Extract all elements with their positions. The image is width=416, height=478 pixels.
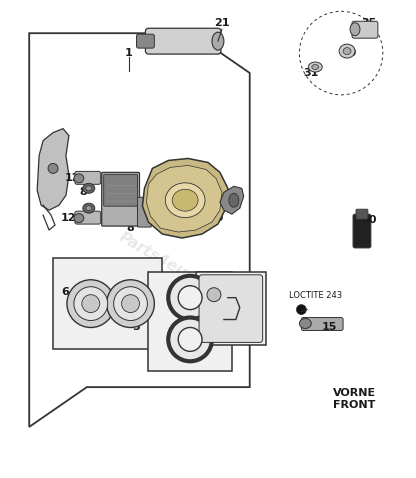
Ellipse shape	[229, 193, 239, 207]
Text: 31: 31	[304, 68, 319, 78]
Bar	[149, 272, 232, 371]
Text: VORNE
FRONT: VORNE FRONT	[332, 388, 376, 410]
FancyBboxPatch shape	[199, 275, 262, 342]
Ellipse shape	[339, 44, 355, 58]
Ellipse shape	[212, 32, 224, 50]
Circle shape	[74, 287, 108, 321]
Text: 60: 60	[361, 215, 376, 225]
Ellipse shape	[74, 174, 84, 183]
Text: 6: 6	[61, 287, 69, 297]
Text: LOCTITE 243: LOCTITE 243	[289, 291, 342, 300]
Circle shape	[67, 280, 115, 327]
Circle shape	[48, 163, 58, 174]
Ellipse shape	[308, 62, 322, 72]
Bar	[196, 272, 265, 346]
Circle shape	[297, 304, 306, 315]
Text: 8: 8	[79, 187, 87, 197]
FancyBboxPatch shape	[75, 172, 101, 185]
Ellipse shape	[83, 203, 95, 213]
Text: Parts4euro: Parts4euro	[116, 230, 205, 290]
Text: 7: 7	[216, 287, 224, 297]
Circle shape	[168, 317, 212, 361]
Text: 12: 12	[61, 213, 77, 223]
Text: 15: 15	[322, 323, 337, 333]
FancyBboxPatch shape	[104, 174, 137, 206]
Ellipse shape	[312, 65, 319, 69]
Ellipse shape	[86, 186, 92, 191]
Ellipse shape	[343, 48, 351, 54]
Circle shape	[178, 327, 202, 351]
Bar	[53, 258, 162, 349]
FancyBboxPatch shape	[136, 34, 154, 48]
Circle shape	[106, 280, 154, 327]
FancyBboxPatch shape	[75, 211, 101, 224]
Ellipse shape	[165, 183, 205, 217]
Circle shape	[82, 294, 100, 313]
Text: 30: 30	[342, 48, 357, 58]
Text: 5: 5	[133, 323, 140, 333]
Text: 35: 35	[361, 18, 376, 28]
Polygon shape	[142, 159, 228, 238]
FancyBboxPatch shape	[301, 317, 343, 330]
Text: 10: 10	[208, 213, 224, 223]
Ellipse shape	[83, 184, 95, 193]
Ellipse shape	[300, 318, 311, 328]
Text: 12: 12	[65, 174, 81, 184]
Ellipse shape	[86, 206, 92, 211]
Text: 9: 9	[133, 193, 141, 203]
Circle shape	[121, 294, 139, 313]
Circle shape	[178, 286, 202, 310]
Polygon shape	[37, 129, 69, 210]
Polygon shape	[146, 165, 222, 232]
Ellipse shape	[350, 23, 360, 36]
FancyBboxPatch shape	[352, 22, 378, 38]
Circle shape	[114, 287, 147, 321]
FancyBboxPatch shape	[102, 173, 139, 226]
Ellipse shape	[74, 214, 84, 223]
Circle shape	[207, 288, 221, 302]
Text: 1: 1	[125, 48, 132, 58]
FancyBboxPatch shape	[353, 214, 371, 248]
Text: 8: 8	[126, 223, 134, 233]
Text: 21: 21	[214, 18, 230, 28]
Ellipse shape	[172, 189, 198, 211]
FancyBboxPatch shape	[137, 197, 151, 227]
FancyBboxPatch shape	[356, 209, 368, 219]
Polygon shape	[220, 186, 244, 214]
FancyBboxPatch shape	[146, 28, 221, 54]
Circle shape	[168, 276, 212, 319]
